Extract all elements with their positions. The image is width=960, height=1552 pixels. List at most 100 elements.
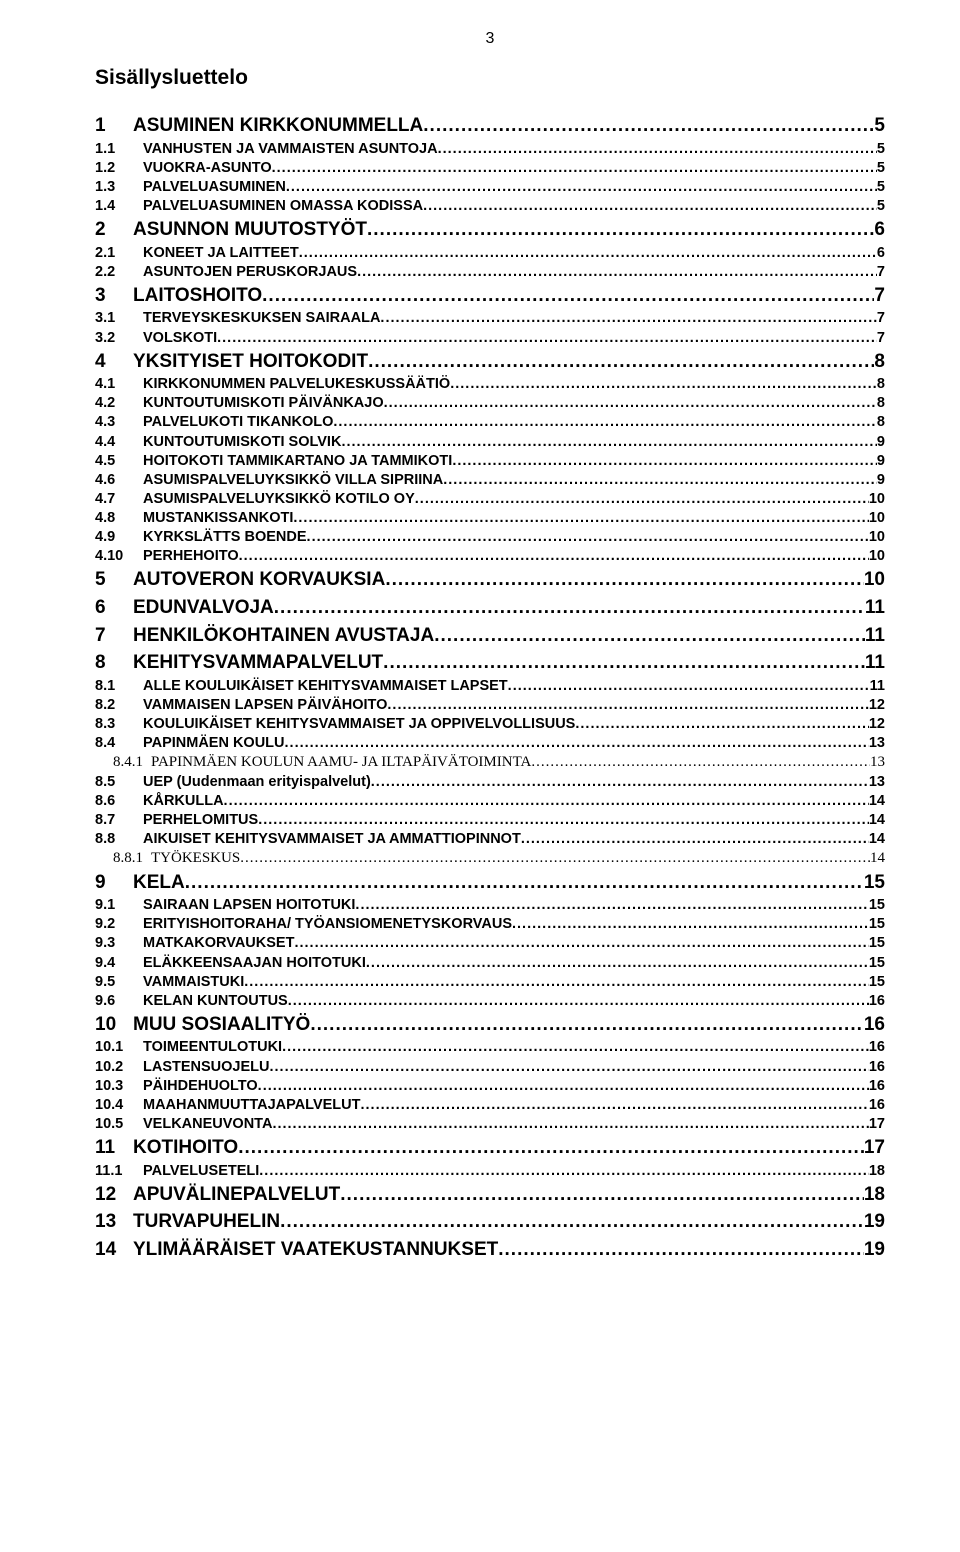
toc-row: 8.3KOULUIKÄISET KEHITYSVAMMAISET JA OPPI… (95, 715, 885, 734)
toc-label: VAMMAISTUKI (143, 973, 244, 992)
toc-page: 14 (869, 792, 885, 811)
toc-label: KEHITYSVAMMAPALVELUT (133, 649, 383, 677)
toc-page: 16 (869, 1038, 885, 1057)
toc-row: 8.4.1PAPINMÄEN KOULUN AAMU- JA ILTAPÄIVÄ… (95, 753, 885, 773)
toc-page: 14 (870, 849, 885, 869)
toc-row: 12APUVÄLINEPALVELUT18 (95, 1181, 885, 1209)
toc-leader (423, 112, 874, 140)
toc-leader (282, 1038, 869, 1057)
toc-row: 10.3PÄIHDEHUOLTO16 (95, 1077, 885, 1096)
toc-number: 10.3 (95, 1077, 143, 1096)
toc-row: 8.5UEP (Uudenmaan erityispalvelut)13 (95, 773, 885, 792)
toc-label: SAIRAAN LAPSEN HOITOTUKI (143, 896, 355, 915)
toc-leader (274, 594, 865, 622)
toc-row: 4.8MUSTANKISSANKOTI10 (95, 509, 885, 528)
toc-page: 16 (869, 1058, 885, 1077)
toc-label: VUOKRA-ASUNTO (143, 159, 272, 178)
toc-leader (383, 649, 865, 677)
toc-leader (244, 973, 869, 992)
toc-leader (452, 452, 877, 471)
toc-page: 9 (877, 433, 885, 452)
toc-number: 2 (95, 216, 133, 244)
toc-row: 8.6KÅRKULLA14 (95, 792, 885, 811)
toc-page: 19 (864, 1208, 885, 1236)
toc-row: 1ASUMINEN KIRKKONUMMELLA5 (95, 112, 885, 140)
toc-page: 8 (877, 413, 885, 432)
toc-row: 4.3PALVELUKOTI TIKANKOLO8 (95, 413, 885, 432)
toc-label: ASUMISPALVELUYKSIKKÖ KOTILO OY (143, 490, 415, 509)
toc-number: 9.5 (95, 973, 143, 992)
toc-label: HENKILÖKOHTAINEN AVUSTAJA (133, 622, 434, 650)
toc-row: 2.2ASUNTOJEN PERUSKORJAUS7 (95, 263, 885, 282)
toc-page: 9 (877, 471, 885, 490)
toc-label: PÄIHDEHUOLTO (143, 1077, 258, 1096)
toc-page: 13 (869, 773, 885, 792)
toc-leader (239, 547, 869, 566)
toc-label: KIRKKONUMMEN PALVELUKESKUSSÄÄTIÖ (143, 375, 450, 394)
toc-page: 10 (869, 528, 885, 547)
toc-row: 8.8.1TYÖKESKUS14 (95, 849, 885, 869)
toc-page: 17 (869, 1115, 885, 1134)
toc-page: 15 (869, 973, 885, 992)
toc-page: 6 (874, 216, 885, 244)
toc-row: 4.6ASUMISPALVELUYKSIKKÖ VILLA SIPRIINA9 (95, 471, 885, 490)
toc-number: 3.2 (95, 329, 143, 348)
toc-row: 13TURVAPUHELIN19 (95, 1208, 885, 1236)
toc-leader (498, 1236, 864, 1264)
toc-label: MUSTANKISSANKOTI (143, 509, 293, 528)
toc-number: 12 (95, 1181, 133, 1209)
toc-number: 13 (95, 1208, 133, 1236)
toc-leader (307, 528, 869, 547)
toc-leader (368, 348, 874, 376)
toc-number: 9.4 (95, 954, 143, 973)
toc-label: VAMMAISEN LAPSEN PÄIVÄHOITO (143, 696, 387, 715)
toc-number: 8.4 (95, 734, 143, 753)
toc-row: 4.2KUNTOUTUMISKOTI PÄIVÄNKAJO8 (95, 394, 885, 413)
toc-label: LASTENSUOJELU (143, 1058, 270, 1077)
toc-number: 7 (95, 622, 133, 650)
toc-label: ASUMISPALVELUYKSIKKÖ VILLA SIPRIINA (143, 471, 443, 490)
toc-number: 8.1 (95, 677, 143, 696)
toc-page: 6 (877, 244, 885, 263)
toc-page: 5 (877, 197, 885, 216)
toc-number: 4.3 (95, 413, 143, 432)
toc-page: 7 (877, 329, 885, 348)
toc-label: ELÄKKEENSAAJAN HOITOTUKI (143, 954, 366, 973)
toc-label: ASUMINEN KIRKKONUMMELLA (133, 112, 423, 140)
toc-row: 9.1SAIRAAN LAPSEN HOITOTUKI15 (95, 896, 885, 915)
toc-label: YLIMÄÄRÄISET VAATEKUSTANNUKSET (133, 1236, 498, 1264)
toc-label: KELAN KUNTOUTUS (143, 992, 288, 1011)
toc-page: 5 (877, 140, 885, 159)
toc-page: 15 (869, 934, 885, 953)
toc-leader (415, 490, 869, 509)
toc-number: 10.1 (95, 1038, 143, 1057)
toc-page: 16 (864, 1011, 885, 1039)
toc-number: 8.8 (95, 830, 143, 849)
toc-number: 4.10 (95, 547, 143, 566)
toc-row: 4YKSITYISET HOITOKODIT8 (95, 348, 885, 376)
toc-row: 9.6KELAN KUNTOUTUS16 (95, 992, 885, 1011)
toc-row: 9KELA15 (95, 869, 885, 897)
page-number: 3 (95, 30, 885, 48)
toc-leader (258, 1077, 869, 1096)
toc-number: 4 (95, 348, 133, 376)
toc-label: KÅRKULLA (143, 792, 224, 811)
toc-leader (521, 830, 869, 849)
toc-label: AIKUISET KEHITYSVAMMAISET JA AMMATTIOPIN… (143, 830, 521, 849)
toc-row: 8.2VAMMAISEN LAPSEN PÄIVÄHOITO12 (95, 696, 885, 715)
toc-number: 1.1 (95, 140, 143, 159)
toc-page: 11 (865, 622, 885, 650)
toc-leader (371, 773, 869, 792)
toc-number: 14 (95, 1236, 133, 1264)
toc-row: 10.1TOIMEENTULOTUKI16 (95, 1038, 885, 1057)
toc-leader (217, 329, 877, 348)
toc-label: KOTIHOITO (133, 1134, 238, 1162)
toc-number: 11 (95, 1134, 133, 1162)
toc-page: 16 (869, 1096, 885, 1115)
doc-title: Sisällysluettelo (95, 66, 885, 90)
toc-label: TERVEYSKESKUKSEN SAIRAALA (143, 309, 380, 328)
toc-label: KYRKSLÄTTS BOENDE (143, 528, 307, 547)
toc-leader (240, 849, 870, 869)
toc-number: 9 (95, 869, 133, 897)
toc-label: PERHELOMITUS (143, 811, 258, 830)
